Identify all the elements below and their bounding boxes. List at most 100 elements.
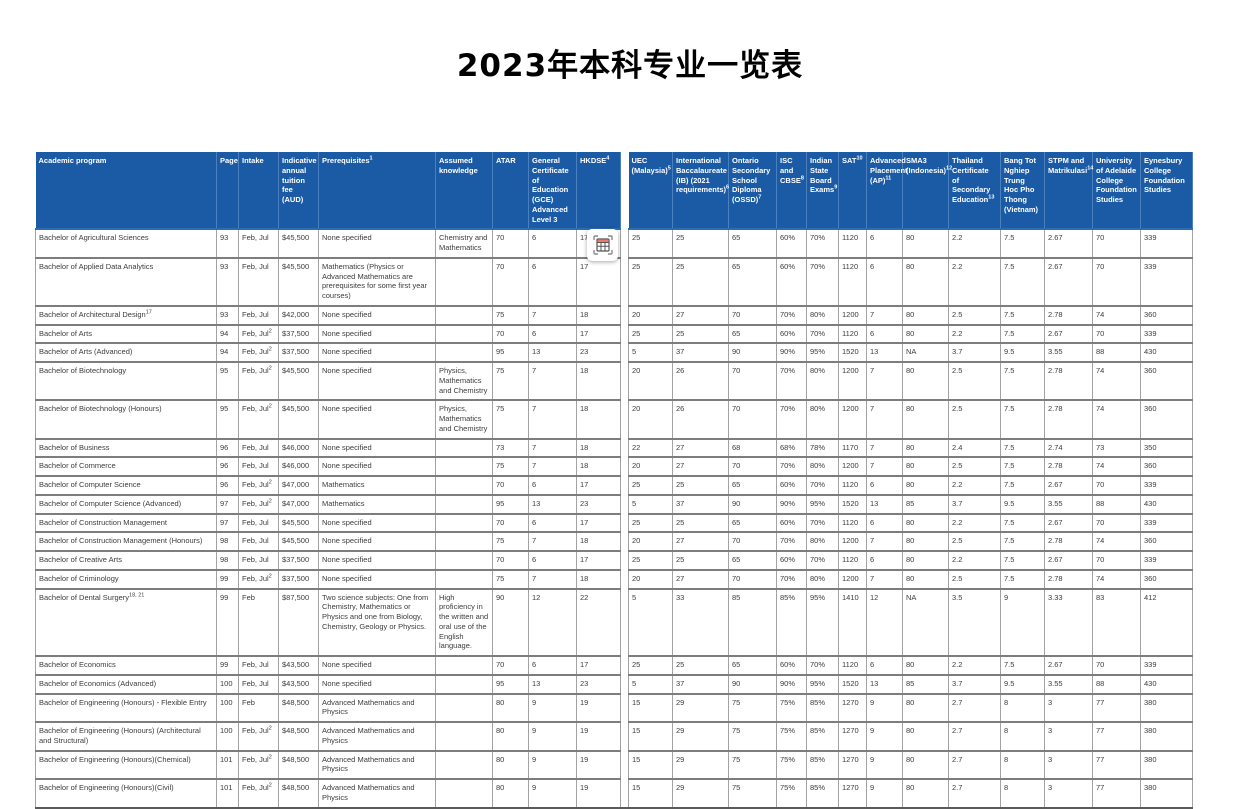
row-gap-spacer	[620, 693, 629, 722]
cell-program: Bachelor of Commerce	[35, 456, 217, 477]
row-gap-spacer	[620, 400, 629, 439]
cell-sma3: 80	[902, 778, 949, 809]
cell-atar: 70	[492, 655, 529, 676]
cell-ib: 25	[672, 324, 729, 345]
cell-program: Bachelor of Creative Arts	[35, 550, 217, 571]
cell-program: Bachelor of Construction Management (Hon…	[35, 531, 217, 552]
cell-uec: 15	[628, 693, 673, 723]
cell-vietnam: 8	[1000, 721, 1045, 752]
cell-ap: 7	[866, 438, 903, 459]
cell-ib: 37	[672, 494, 729, 515]
cell-uec: 15	[628, 721, 673, 752]
cell-hkdse: 19	[576, 778, 621, 809]
cell-isc: 60%	[776, 475, 807, 496]
cell-uoa_foundation: 70	[1092, 550, 1141, 571]
column-header-eynesbury: Eynesbury College Foundation Studies	[1140, 152, 1193, 231]
table-row: Bachelor of Creative Arts 98 Feb, Jul $37,5…	[35, 550, 1193, 571]
table-row: Bachelor of Applied Data Analytics 93 Feb,…	[35, 257, 1193, 307]
cell-isc: 60%	[776, 257, 807, 307]
cell-sma3: NA	[902, 588, 949, 657]
cell-prereq: Mathematics (Physics or Advanced Mathema…	[318, 257, 436, 307]
cell-atar: 90	[492, 588, 529, 657]
cell-atar: 70	[492, 257, 529, 307]
cell-uoa_foundation: 77	[1092, 721, 1141, 752]
cell-ib: 29	[672, 721, 729, 752]
cell-atar: 80	[492, 693, 529, 723]
table-header: Academic program Page Intake Indicative ann…	[35, 152, 1193, 231]
table-row: Bachelor of Computer Science (Advanced) 9…	[35, 494, 1193, 515]
cell-gce: 12	[528, 588, 577, 657]
cell-atar: 75	[492, 456, 529, 477]
cell-thailand: 2.2	[948, 257, 1001, 307]
cell-eynesbury: 339	[1140, 475, 1193, 496]
cell-uec: 22	[628, 438, 673, 459]
cell-gce: 6	[528, 550, 577, 571]
cell-prereq: None specified	[318, 399, 436, 440]
page-title: 2023年本科专业一览表	[456, 48, 804, 84]
cell-stpm: 2.78	[1044, 531, 1093, 552]
cell-isc: 70%	[776, 456, 807, 477]
cell-stpm: 3.55	[1044, 674, 1093, 695]
cell-uec: 20	[628, 569, 673, 590]
cell-hkdse: 22	[576, 588, 621, 657]
cell-prereq: None specified	[318, 228, 436, 259]
capture-table-button[interactable]	[587, 229, 618, 261]
table-capture-icon	[592, 235, 613, 255]
row-gap-spacer	[620, 438, 629, 458]
cell-thailand: 2.5	[948, 305, 1001, 326]
cell-stpm: 2.78	[1044, 569, 1093, 590]
cell-ib: 25	[672, 257, 729, 307]
cell-vietnam: 8	[1000, 778, 1045, 809]
cell-gce: 6	[528, 513, 577, 534]
cell-thailand: 2.2	[948, 475, 1001, 496]
cell-assumed	[435, 569, 493, 590]
column-header-thailand: Thailand Certificate of Secondary Educat…	[948, 152, 1001, 231]
cell-page: 99	[216, 569, 239, 590]
cell-uoa_foundation: 74	[1092, 531, 1141, 552]
cell-isc: 70%	[776, 399, 807, 440]
cell-ap: 6	[866, 550, 903, 571]
row-gap-spacer	[620, 457, 629, 476]
cell-assumed	[435, 674, 493, 695]
cell-prereq: Mathematics	[318, 475, 436, 496]
cell-thailand: 2.5	[948, 399, 1001, 440]
cell-hkdse: 17	[576, 513, 621, 534]
cell-page: 99	[216, 655, 239, 676]
cell-vietnam: 7.5	[1000, 305, 1045, 326]
column-header-stpm: STPM and Matrikulasi14	[1044, 152, 1093, 231]
cell-indian: 70%	[806, 550, 839, 571]
cell-atar: 70	[492, 513, 529, 534]
cell-sat: 1200	[838, 305, 867, 326]
cell-eynesbury: 360	[1140, 399, 1193, 440]
column-header-uoa_foundation: University of Adelaide College Foundatio…	[1092, 152, 1141, 231]
cell-prereq: Mathematics	[318, 494, 436, 515]
cell-ib: 29	[672, 778, 729, 809]
cell-fee: $37,500	[278, 569, 319, 590]
cell-eynesbury: 339	[1140, 324, 1193, 345]
cell-sat: 1120	[838, 513, 867, 534]
cell-ossd: 70	[728, 569, 777, 590]
cell-prereq: None specified	[318, 674, 436, 695]
cell-page: 95	[216, 361, 239, 402]
cell-gce: 7	[528, 569, 577, 590]
cell-gce: 6	[528, 228, 577, 259]
cell-prereq: None specified	[318, 361, 436, 402]
cell-fee: $48,500	[278, 693, 319, 723]
cell-sat: 1120	[838, 257, 867, 307]
cell-stpm: 2.78	[1044, 456, 1093, 477]
cell-vietnam: 7.5	[1000, 550, 1045, 571]
cell-ossd: 65	[728, 475, 777, 496]
cell-ib: 37	[672, 342, 729, 363]
cell-page: 97	[216, 513, 239, 534]
cell-fee: $47,000	[278, 475, 319, 496]
cell-ib: 29	[672, 750, 729, 780]
cell-page: 93	[216, 257, 239, 307]
cell-sat: 1200	[838, 361, 867, 402]
cell-sat: 1410	[838, 588, 867, 657]
table-row: Bachelor of Engineering (Honours)(Chemic…	[35, 750, 1193, 780]
cell-sma3: 80	[902, 228, 949, 259]
cell-program: Bachelor of Dental Surgery18, 21	[35, 588, 217, 657]
cell-stpm: 2.67	[1044, 228, 1093, 259]
cell-thailand: 2.7	[948, 721, 1001, 752]
cell-uoa_foundation: 70	[1092, 324, 1141, 345]
